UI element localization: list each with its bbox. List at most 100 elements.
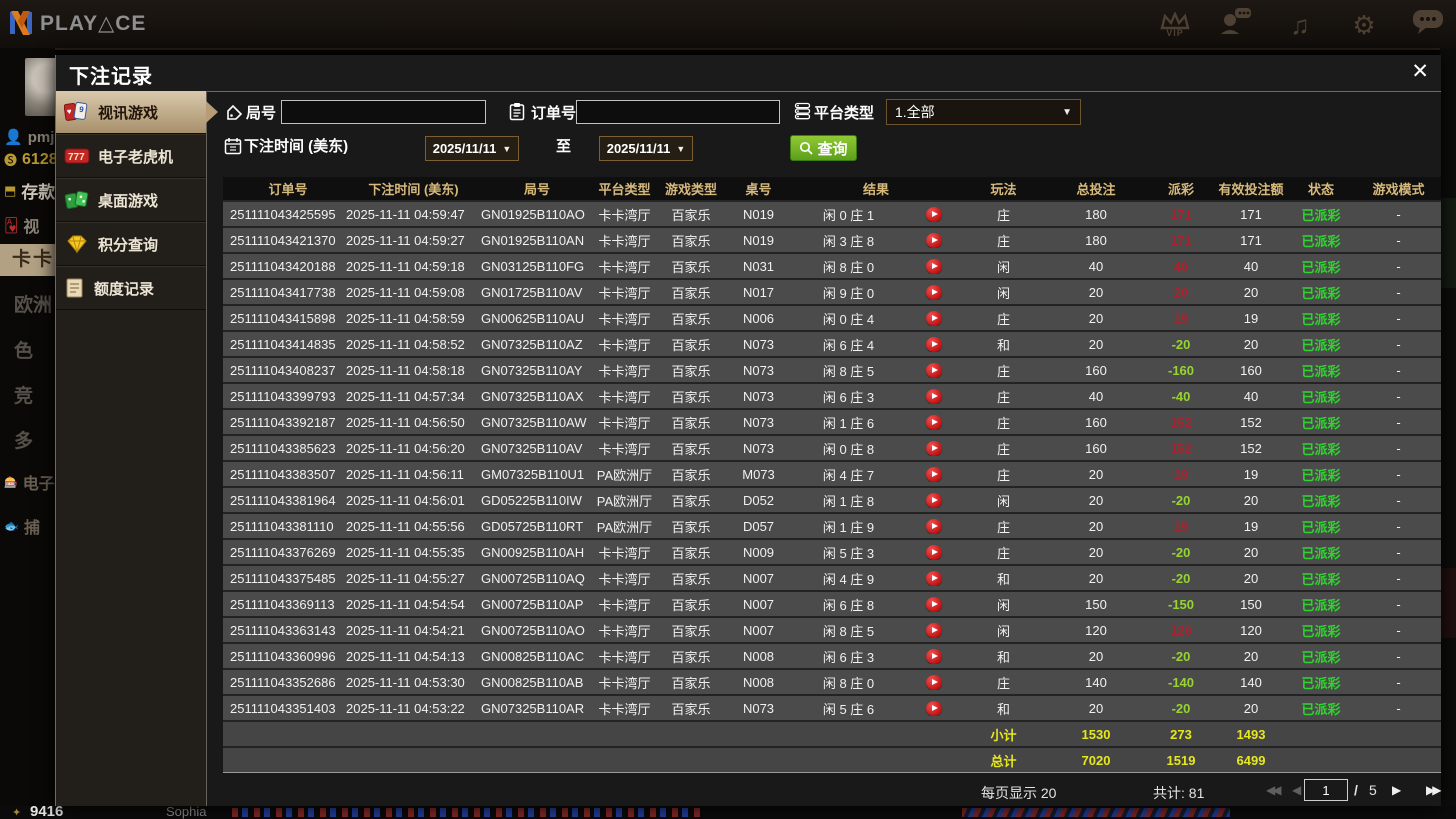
lobby-nav-item[interactable]: 多 xyxy=(14,431,34,452)
page-number-input[interactable] xyxy=(1304,779,1348,801)
play-video-icon[interactable] xyxy=(925,311,942,327)
last-page-icon[interactable]: ▶▶ xyxy=(1426,783,1442,797)
cell-bet-type: 庄 xyxy=(996,675,1010,691)
round-input[interactable] xyxy=(281,100,486,124)
play-video-icon[interactable] xyxy=(925,519,942,535)
cell-table: N006 xyxy=(742,310,775,326)
play-video-icon[interactable] xyxy=(925,415,942,431)
cell-game-type: 百家乐 xyxy=(671,233,711,249)
sidebar-item-table-games[interactable]: 桌面游戏 xyxy=(56,178,206,222)
video-nav[interactable]: 视 xyxy=(23,219,40,236)
play-video-icon[interactable] xyxy=(925,571,942,587)
lobby-nav-item[interactable]: 竞 xyxy=(14,386,34,407)
lobby-nav-item[interactable]: 欧洲 xyxy=(14,295,53,316)
cell-result: 闲 0 庄 8 xyxy=(822,441,875,457)
cell-round: GN07325B110AX xyxy=(481,388,584,404)
cell-platform: 卡卡湾厅 xyxy=(598,259,651,275)
table-row: 251111043392187 2025-11-11 04:56:50 GN07… xyxy=(223,410,1441,436)
vip-icon[interactable]: VIP xyxy=(1160,12,1190,38)
cell-game-mode: - xyxy=(1396,440,1401,456)
table-row: 251111043383507 2025-11-11 04:56:11 GM07… xyxy=(223,462,1441,488)
play-video-icon[interactable] xyxy=(925,493,942,509)
sidebar-item-points[interactable]: 积分查询 xyxy=(56,222,206,266)
deposit-button[interactable]: 存款 xyxy=(21,183,55,202)
cell-result: 闲 0 庄 1 xyxy=(822,207,875,223)
date-from-picker[interactable]: 2025/11/11 ▼ xyxy=(425,136,519,161)
chat-icon[interactable] xyxy=(1410,7,1446,43)
fish-nav[interactable]: 捕 xyxy=(23,520,40,537)
play-video-icon[interactable] xyxy=(925,623,942,639)
play-video-icon[interactable] xyxy=(925,441,942,457)
play-video-icon[interactable] xyxy=(925,207,942,223)
cell-payout: 152 xyxy=(1170,440,1192,456)
first-page-icon[interactable]: ◀◀ xyxy=(1266,783,1282,797)
cell-time: 2025-11-11 04:58:52 xyxy=(346,336,465,352)
sidebar-item-quota-records[interactable]: 额度记录 xyxy=(56,266,206,310)
cell-stake: 40 xyxy=(1088,258,1104,274)
search-button[interactable]: 查询 xyxy=(790,135,857,161)
cell-bet-type: 庄 xyxy=(996,519,1010,535)
sidebar-item-slots[interactable]: 777 电子老虎机 xyxy=(56,134,206,178)
cell-stake: 20 xyxy=(1088,648,1104,664)
table-row: 251111043363143 2025-11-11 04:54:21 GN00… xyxy=(223,618,1441,644)
play-video-icon[interactable] xyxy=(925,701,942,717)
close-icon[interactable]: ✕ xyxy=(1411,60,1429,83)
play-video-icon[interactable] xyxy=(925,363,942,379)
cell-payout: 171 xyxy=(1170,232,1192,248)
cell-game-mode: - xyxy=(1396,206,1401,222)
cell-platform: 卡卡湾厅 xyxy=(598,363,651,379)
play-video-icon[interactable] xyxy=(925,675,942,691)
prev-page-icon[interactable]: ◀ xyxy=(1292,783,1302,797)
cell-result: 闲 8 庄 0 xyxy=(822,675,875,691)
play-video-icon[interactable] xyxy=(925,467,942,483)
col-total-bet: 总投注 xyxy=(1076,182,1116,197)
settings-icon[interactable]: ⚙ xyxy=(1352,10,1376,40)
play-video-icon[interactable] xyxy=(925,545,942,561)
cell-game-type: 百家乐 xyxy=(671,389,711,405)
platform-select[interactable]: 1.全部 ▼ xyxy=(886,99,1081,125)
brand-logo[interactable]: PLAY△CE xyxy=(8,9,146,37)
order-input[interactable] xyxy=(576,100,780,124)
cell-platform: 卡卡湾厅 xyxy=(598,233,651,249)
col-time: 下注时间 (美东) xyxy=(368,182,459,197)
cell-game-mode: - xyxy=(1396,258,1401,274)
play-video-icon[interactable] xyxy=(925,285,942,301)
cell-round: GN00725B110AQ xyxy=(481,570,585,586)
lobby-nav-item[interactable]: 色 xyxy=(14,341,34,362)
col-platform: 平台类型 xyxy=(598,182,651,197)
play-video-icon[interactable] xyxy=(925,389,942,405)
sidebar-item-video-games[interactable]: 9 ♥ 视讯游戏 xyxy=(56,91,218,134)
cell-valid-bet: 171 xyxy=(1240,232,1262,248)
cell-stake: 20 xyxy=(1088,700,1104,716)
slots-777-icon: 777 xyxy=(64,148,90,164)
cell-result: 闲 4 庄 7 xyxy=(822,467,875,483)
next-page-icon[interactable]: ▶ xyxy=(1392,783,1402,797)
play-video-icon[interactable] xyxy=(925,597,942,613)
cell-game-mode: - xyxy=(1396,388,1401,404)
cell-status: 已派彩 xyxy=(1301,441,1341,457)
cell-round: GN01725B110AV xyxy=(481,284,583,300)
subtotal-label: 小计 xyxy=(990,727,1017,743)
play-video-icon[interactable] xyxy=(925,259,942,275)
cell-status: 已派彩 xyxy=(1301,597,1341,613)
cell-valid-bet: 19 xyxy=(1243,518,1259,534)
cell-order: 251111043425595 xyxy=(230,206,336,222)
cell-valid-bet: 20 xyxy=(1243,284,1259,300)
music-icon[interactable]: ♫ xyxy=(1290,10,1310,40)
cell-platform: 卡卡湾厅 xyxy=(598,545,651,561)
cell-payout: 19 xyxy=(1173,518,1189,534)
cell-stake: 20 xyxy=(1088,466,1104,482)
support-icon[interactable] xyxy=(1218,6,1254,44)
play-video-icon[interactable] xyxy=(925,233,942,249)
play-video-icon[interactable] xyxy=(925,337,942,353)
slots-nav[interactable]: 电子 xyxy=(22,476,55,493)
play-video-icon[interactable] xyxy=(925,649,942,665)
cell-game-mode: - xyxy=(1396,310,1401,326)
cell-platform: 卡卡湾厅 xyxy=(598,389,651,405)
cell-game-type: 百家乐 xyxy=(671,259,711,275)
cell-result: 闲 0 庄 4 xyxy=(822,311,875,327)
date-to-picker[interactable]: 2025/11/11 ▼ xyxy=(599,136,693,161)
cell-round: GD05725B110RT xyxy=(481,518,584,534)
cell-game-type: 百家乐 xyxy=(671,701,711,717)
active-lobby-nav[interactable]: 卡卡 xyxy=(0,244,55,276)
